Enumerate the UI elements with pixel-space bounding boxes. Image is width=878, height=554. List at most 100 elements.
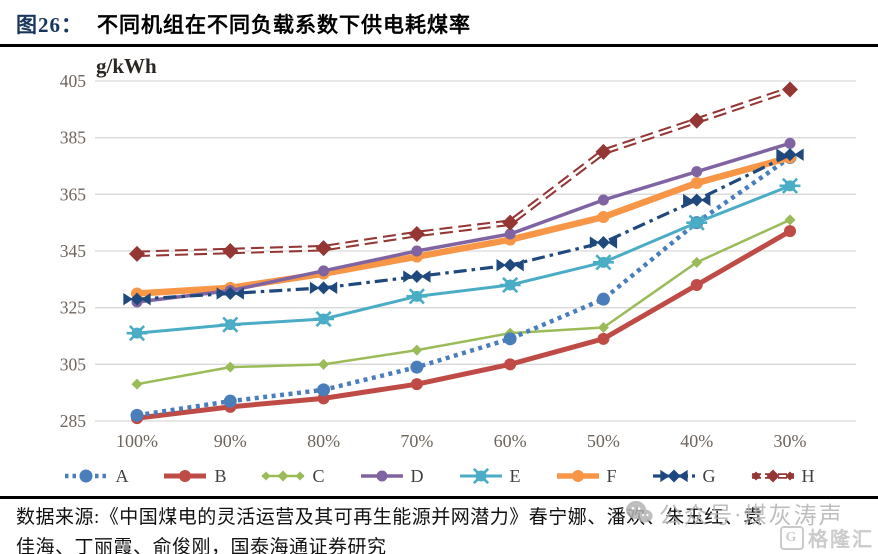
data-point-marker <box>131 378 143 390</box>
data-source-line2: 佳海、丁丽霞、俞俊刚，国泰海通证券研究 <box>16 537 387 554</box>
data-point-marker <box>408 226 425 242</box>
data-point-marker <box>129 245 145 262</box>
data-point-marker <box>571 470 584 482</box>
x-tick-label: 70% <box>400 431 433 451</box>
x-axis-labels: 100% 90% 80% 70% 60% 50% 40% 30% <box>116 431 807 451</box>
data-point-marker <box>691 256 703 268</box>
y-tick-label: 365 <box>60 184 87 204</box>
legend-label-G: G <box>702 465 716 486</box>
chart-legend: A B C D E F G H <box>0 456 878 496</box>
figure-title: 图26： 不同机组在不同负载系数下供电耗煤率 <box>0 0 878 39</box>
y-tick-label: 345 <box>60 241 87 261</box>
legend-item-E: E <box>458 466 521 487</box>
data-point-marker <box>496 258 524 272</box>
data-point-marker <box>123 292 151 306</box>
x-tick-label: 30% <box>774 431 807 451</box>
x-tick-label: 60% <box>494 431 527 451</box>
figure-title-text: 不同机组在不同负载系数下供电耗煤率 <box>97 13 471 37</box>
figure-number: 图26： <box>16 13 83 37</box>
data-point-marker <box>504 228 516 240</box>
y-tick-label: 305 <box>60 354 87 374</box>
data-point-marker <box>504 358 517 371</box>
data-point-marker <box>376 470 387 482</box>
legend-item-A: A <box>63 466 128 487</box>
y-tick-label: 285 <box>60 411 87 431</box>
legend-label-E: E <box>509 465 521 486</box>
data-point-marker <box>782 81 798 98</box>
y-axis-labels: 285 305 325 345 365 385 405 <box>60 71 87 431</box>
data-point-marker <box>313 310 335 328</box>
data-point-marker <box>690 279 703 291</box>
legend-label-F: F <box>606 465 617 486</box>
legend-sample-G <box>652 469 695 483</box>
legend-label-C: C <box>312 465 325 486</box>
data-point-marker <box>499 276 521 294</box>
series-G-line <box>136 153 791 301</box>
legend-label-A: A <box>115 465 129 486</box>
legend-sample-B <box>164 470 207 482</box>
data-source-note: 数据来源:《中国煤电的灵活运营及其可再生能源并网潜力》春宁娜、潘欢、朱玉红、袁 … <box>0 499 878 554</box>
data-point-marker <box>592 254 614 271</box>
footer-divider <box>0 496 878 499</box>
series-F-line <box>136 154 791 297</box>
legend-sample-F <box>556 470 599 482</box>
x-tick-label: 90% <box>214 431 247 451</box>
data-point-marker <box>219 316 241 333</box>
data-source-line1: 数据来源:《中国煤电的灵活运营及其可再生能源并网潜力》春宁娜、潘欢、朱玉红、袁 <box>16 507 763 528</box>
series-G <box>123 148 804 306</box>
data-point-marker <box>277 470 289 482</box>
series-H <box>129 81 798 262</box>
series-C <box>131 214 796 390</box>
data-point-marker <box>179 470 192 482</box>
data-point-marker <box>784 137 796 149</box>
data-point-marker <box>224 361 236 373</box>
y-tick-label: 385 <box>60 128 87 148</box>
data-point-marker <box>784 214 796 226</box>
data-point-marker <box>315 240 332 257</box>
data-point-marker <box>596 292 610 306</box>
data-point-marker <box>318 358 330 370</box>
data-point-marker <box>659 469 688 483</box>
series-D <box>131 137 796 308</box>
legend-sample-C <box>261 470 305 482</box>
data-point-marker <box>589 236 618 249</box>
data-point-marker <box>222 243 239 259</box>
x-tick-label: 50% <box>587 431 620 451</box>
legend-item-G: G <box>651 466 716 487</box>
data-point-marker <box>318 265 330 277</box>
series-D-line <box>136 141 791 304</box>
y-axis-unit-label: g/kWh <box>96 54 157 78</box>
data-point-marker <box>130 408 144 422</box>
series-C-line <box>136 218 791 386</box>
data-point-marker <box>683 193 711 207</box>
x-tick-label: 40% <box>680 431 713 451</box>
data-point-marker <box>317 383 331 397</box>
series-E <box>126 177 801 342</box>
data-point-marker <box>776 148 804 162</box>
data-point-marker <box>766 469 780 483</box>
legend-label-D: D <box>410 465 424 486</box>
data-point-marker <box>502 214 519 231</box>
data-point-marker <box>410 378 423 391</box>
legend-sample-D <box>360 470 403 482</box>
y-tick-label: 405 <box>60 71 87 91</box>
title-divider <box>0 44 878 47</box>
data-point-marker <box>503 332 517 346</box>
legend-sample-E <box>459 467 502 485</box>
legend-item-F: F <box>555 466 617 487</box>
data-point-marker <box>223 394 237 408</box>
legend-item-H: H <box>750 466 815 487</box>
data-point-marker <box>691 166 703 178</box>
data-point-marker <box>410 360 424 374</box>
data-point-marker <box>411 245 423 257</box>
data-point-marker <box>411 344 423 356</box>
series-A-line <box>136 155 792 418</box>
data-point-marker <box>597 211 610 223</box>
data-point-marker <box>79 469 93 483</box>
y-tick-label: 325 <box>60 298 87 318</box>
legend-label-H: H <box>801 465 815 486</box>
data-point-marker <box>406 288 428 305</box>
legend-label-B: B <box>214 465 227 486</box>
legend-item-D: D <box>359 466 424 487</box>
